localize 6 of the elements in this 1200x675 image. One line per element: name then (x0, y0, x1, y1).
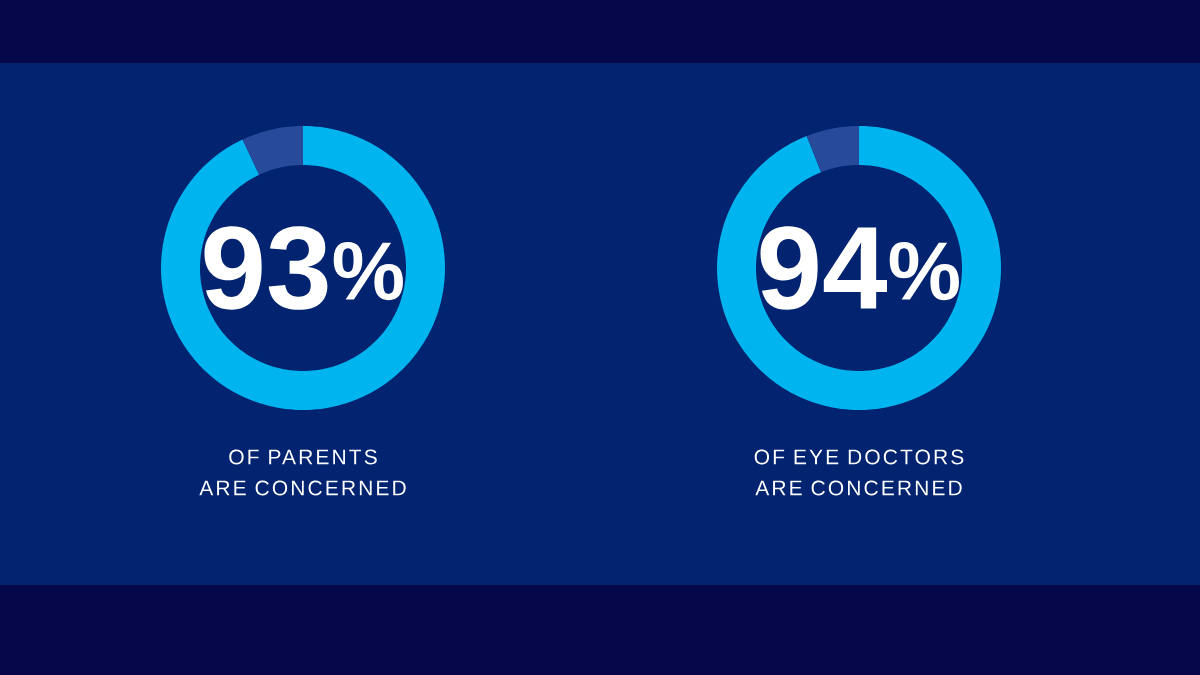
text: ARE CONCERNED (199, 480, 406, 496)
text: ARE CONCERNED (755, 480, 962, 496)
data-label: 94$^{%}$ (760, 226, 959, 310)
text: OF PARENTS (229, 449, 377, 465)
data-label: 93$^{%}$ (204, 226, 403, 310)
text: OF EYE DOCTORS (754, 449, 964, 465)
